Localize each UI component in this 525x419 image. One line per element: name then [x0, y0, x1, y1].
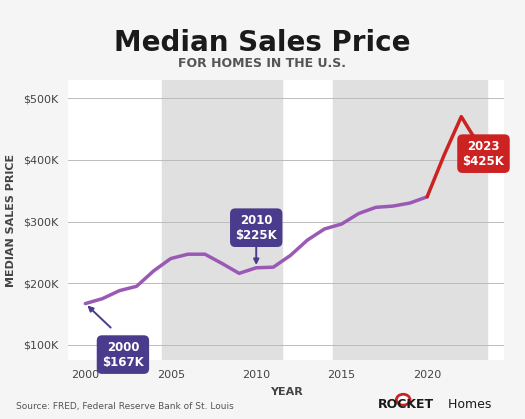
Text: Homes: Homes: [444, 398, 491, 411]
Text: Median Sales Price: Median Sales Price: [114, 29, 411, 57]
X-axis label: YEAR: YEAR: [270, 387, 302, 397]
Bar: [333, 80, 487, 360]
Y-axis label: MEDIAN SALES PRICE: MEDIAN SALES PRICE: [6, 153, 16, 287]
Text: ROCKET: ROCKET: [378, 398, 434, 411]
Text: 2000
$167K: 2000 $167K: [102, 341, 144, 369]
Text: FOR HOMES IN THE U.S.: FOR HOMES IN THE U.S.: [178, 57, 346, 70]
Text: 2023
$425K: 2023 $425K: [463, 140, 505, 168]
Text: 2010
$225K: 2010 $225K: [235, 214, 277, 242]
Text: Source: FRED, Federal Reserve Bank of St. Louis: Source: FRED, Federal Reserve Bank of St…: [16, 402, 234, 411]
Circle shape: [396, 394, 410, 405]
Bar: [162, 80, 282, 360]
